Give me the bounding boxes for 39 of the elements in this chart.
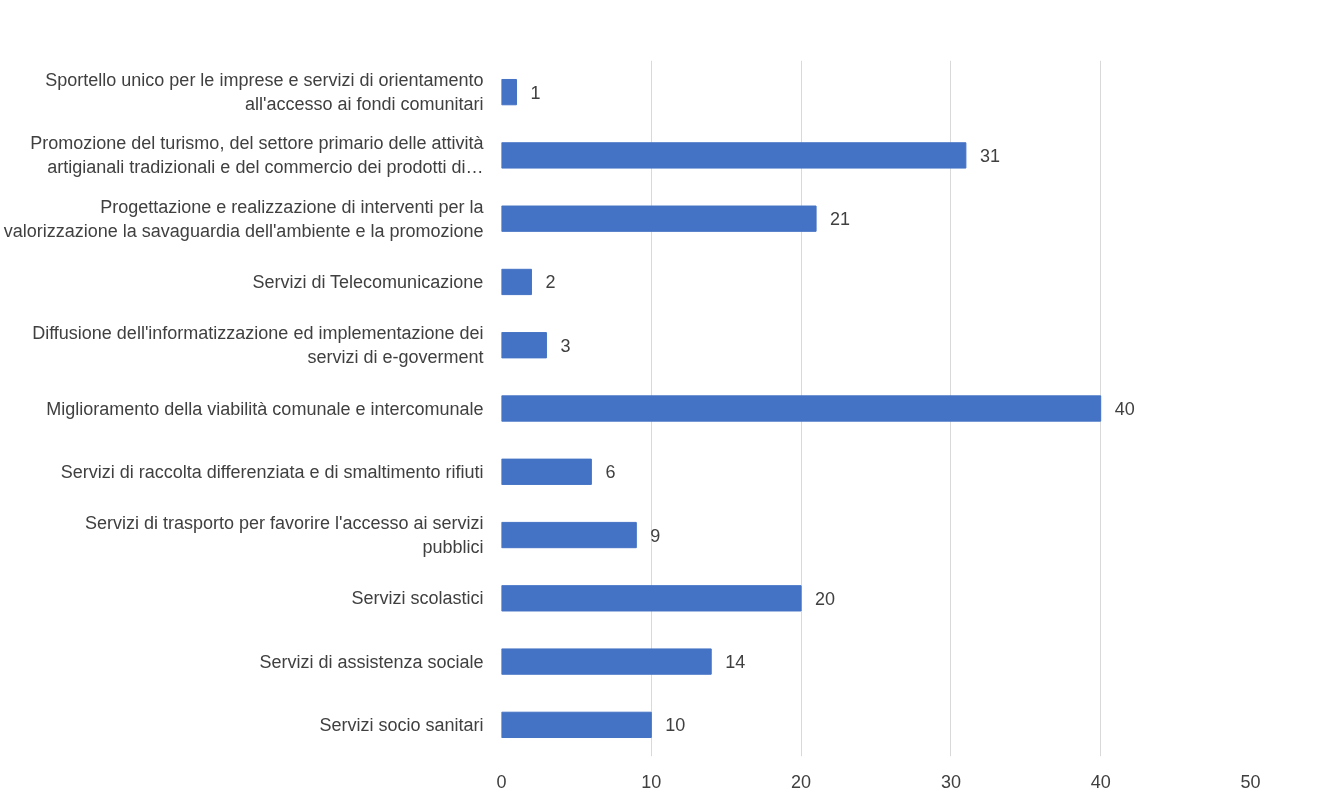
y-tick-label: Sportello unico per le imprese e servizi di orientamento all'accesso ai fondi comunitari	[45, 70, 484, 115]
data-label: 10	[665, 715, 686, 736]
bar	[501, 142, 967, 169]
data-label: 2	[545, 272, 556, 293]
bar	[501, 268, 532, 296]
y-tick-label: Promozione del turismo, del settore primario delle attività artigianali tradizionali e del commercio dei prodotti di…	[30, 133, 485, 178]
x-tick-label: 10	[641, 771, 662, 792]
x-tick-label: 30	[940, 771, 961, 792]
data-label: 6	[605, 462, 616, 483]
bar	[501, 585, 802, 612]
data-label: 40	[1114, 399, 1135, 419]
y-tick-label: Servizi di Telecomunicazione	[252, 271, 484, 292]
bar	[501, 458, 592, 485]
data-label: 9	[650, 525, 661, 546]
y-tick-label: Servizi di assistenza sociale	[259, 651, 484, 672]
x-tick-label: 0	[496, 771, 507, 792]
y-tick-label: Servizi scolastici	[351, 588, 484, 609]
y-tick-label: Servizi socio sanitari	[319, 714, 484, 735]
data-label: 1	[530, 82, 541, 103]
x-tick-label: 50	[1240, 771, 1261, 792]
x-tick-label: 40	[1090, 771, 1111, 792]
data-label: 14	[725, 652, 746, 673]
y-tick-label: Servizi di trasporto per favorire l'accesso ai servizi pubblici	[84, 513, 484, 558]
bar	[501, 205, 817, 232]
bar	[501, 332, 547, 359]
bar	[501, 521, 637, 549]
data-label: 31	[979, 145, 1000, 166]
y-tick-label: Miglioramento della viabilità comunale e intercomunale	[46, 398, 484, 419]
data-label: 3	[560, 335, 571, 356]
bar	[501, 395, 1102, 422]
x-tick-label: 20	[791, 771, 812, 792]
y-tick-label: Progettazione e realizzazione di interventi per la valorizzazione la savaguardia dell'ambiente e la promozione	[3, 196, 485, 241]
bar	[501, 648, 712, 675]
data-label: 21	[830, 209, 851, 230]
bar	[501, 711, 652, 739]
y-tick-label: Servizi di raccolta differenziata e di smaltimento rifiuti	[60, 461, 484, 482]
data-label: 20	[815, 588, 836, 609]
bar	[501, 78, 517, 106]
y-tick-label: Diffusione dell'informatizzazione ed implementazione dei servizi di e-goverment	[32, 323, 484, 368]
